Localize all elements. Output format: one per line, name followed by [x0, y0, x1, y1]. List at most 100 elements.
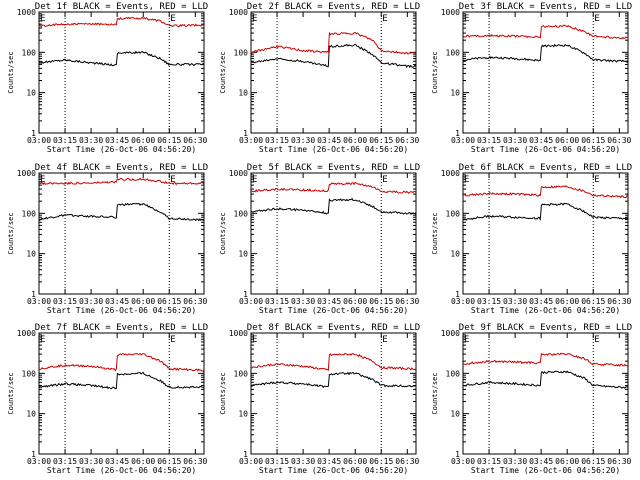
- event-marker-label: E: [464, 175, 469, 185]
- y-tick-label: 10: [450, 250, 460, 259]
- x-tick-label: 06:00: [131, 297, 155, 306]
- x-tick-label: 06:30: [395, 136, 419, 145]
- y-tick-label: 1: [243, 129, 248, 138]
- y-axis-label: Counts/sec: [431, 51, 439, 93]
- x-axis-label: Start Time (26-Oct-06 04:56:20): [259, 306, 408, 315]
- x-tick-label: 06:00: [131, 457, 155, 466]
- x-tick-label: 06:15: [369, 457, 393, 466]
- lld-series-line: [38, 177, 205, 186]
- y-tick-label: 1: [455, 450, 460, 459]
- x-tick-label: 03:45: [317, 297, 341, 306]
- x-tick-label: 06:15: [369, 136, 393, 145]
- x-tick-label: 03:45: [529, 136, 553, 145]
- plot-frame: [38, 172, 205, 295]
- y-axis-label: Counts/sec: [219, 212, 227, 254]
- event-marker-label: E: [252, 14, 257, 24]
- plot-frame: [462, 172, 629, 295]
- y-tick-label: 10: [238, 89, 248, 98]
- y-tick-label: 100: [22, 369, 37, 378]
- x-tick-label: 03:30: [291, 136, 315, 145]
- x-tick-label: 03:00: [451, 297, 475, 306]
- x-tick-label: 03:45: [317, 136, 341, 145]
- y-tick-label: 1: [243, 450, 248, 459]
- y-axis-label: Counts/sec: [7, 51, 15, 93]
- x-tick-label: 03:00: [27, 457, 51, 466]
- events-series-line: [38, 202, 205, 222]
- x-tick-label: 03:30: [291, 297, 315, 306]
- x-tick-label: 03:30: [79, 136, 103, 145]
- event-marker-label: E: [464, 335, 469, 345]
- y-tick-label: 1000: [441, 329, 460, 338]
- x-tick-label: 06:00: [343, 457, 367, 466]
- x-axis-label: Start Time (26-Oct-06 04:56:20): [47, 306, 196, 315]
- x-tick-label: 03:15: [53, 136, 77, 145]
- events-series-line: [38, 50, 205, 67]
- y-tick-label: 1000: [17, 169, 36, 178]
- plot-panel-det-2f: Det 2f BLACK = Events, RED = LLD 1 10 100 10…: [219, 2, 420, 154]
- plot-frame: [38, 332, 205, 455]
- y-tick-label: 100: [22, 209, 37, 218]
- event-marker-label: E: [40, 335, 45, 345]
- x-tick-label: 06:15: [157, 457, 181, 466]
- panel-title: Det 4f BLACK = Events, RED = LLD: [35, 163, 208, 173]
- x-tick-label: 06:00: [555, 297, 579, 306]
- lld-series-line: [250, 352, 417, 372]
- y-tick-label: 1: [455, 129, 460, 138]
- y-axis-label: Counts/sec: [219, 51, 227, 93]
- x-tick-label: 03:00: [27, 297, 51, 306]
- y-tick-label: 1: [455, 290, 460, 299]
- y-tick-label: 1000: [441, 8, 460, 17]
- event-marker-label: E: [170, 14, 175, 24]
- x-tick-label: 06:00: [131, 136, 155, 145]
- x-tick-label: 06:30: [607, 457, 631, 466]
- x-tick-label: 03:45: [105, 457, 129, 466]
- x-tick-label: 03:30: [503, 136, 527, 145]
- x-tick-label: 06:30: [395, 297, 419, 306]
- x-tick-label: 06:30: [183, 297, 207, 306]
- y-tick-label: 10: [450, 410, 460, 419]
- plot-frame: [462, 11, 629, 134]
- y-tick-label: 1000: [17, 8, 36, 17]
- x-tick-label: 03:45: [105, 136, 129, 145]
- x-tick-label: 03:00: [27, 136, 51, 145]
- x-tick-label: 03:15: [265, 457, 289, 466]
- x-tick-label: 03:45: [105, 297, 129, 306]
- x-tick-label: 06:15: [581, 297, 605, 306]
- event-marker-label: E: [170, 335, 175, 345]
- x-axis-label: Start Time (26-Oct-06 04:56:20): [471, 306, 620, 315]
- y-tick-label: 10: [238, 250, 248, 259]
- y-tick-label: 10: [238, 410, 248, 419]
- plot-frame: [462, 332, 629, 455]
- event-marker-label: E: [464, 14, 469, 24]
- x-tick-label: 06:00: [343, 136, 367, 145]
- x-tick-label: 06:30: [607, 297, 631, 306]
- events-series-line: [38, 371, 205, 390]
- x-tick-label: 03:45: [529, 297, 553, 306]
- x-tick-label: 03:00: [239, 297, 263, 306]
- plot-panel-det-4f: Det 4f BLACK = Events, RED = LLD 1 10 100 10…: [7, 163, 208, 315]
- event-marker-label: E: [594, 175, 599, 185]
- panel-title: Det 7f BLACK = Events, RED = LLD: [35, 323, 208, 333]
- y-tick-label: 1000: [229, 329, 248, 338]
- event-marker-label: E: [40, 14, 45, 24]
- x-tick-label: 03:45: [317, 457, 341, 466]
- plot-panel-det-1f: Det 1f BLACK = Events, RED = LLD 1 10 100 10…: [7, 2, 208, 154]
- plot-panel-det-9f: Det 9f BLACK = Events, RED = LLD 1 10 100 10…: [431, 323, 632, 475]
- x-tick-label: 06:00: [555, 457, 579, 466]
- lld-series-line: [462, 24, 629, 40]
- x-tick-label: 06:15: [157, 297, 181, 306]
- events-series-line: [462, 202, 629, 222]
- y-tick-label: 1000: [229, 169, 248, 178]
- y-tick-label: 100: [234, 369, 249, 378]
- x-tick-label: 03:30: [503, 457, 527, 466]
- plot-frame: [250, 332, 417, 455]
- events-series-line: [250, 43, 417, 69]
- event-marker-label: E: [252, 335, 257, 345]
- lld-series-line: [250, 181, 417, 195]
- x-tick-label: 03:15: [53, 457, 77, 466]
- y-tick-label: 100: [446, 48, 461, 57]
- events-series-line: [462, 43, 629, 63]
- y-tick-label: 1: [31, 290, 36, 299]
- event-marker-label: E: [382, 175, 387, 185]
- x-tick-label: 06:30: [607, 136, 631, 145]
